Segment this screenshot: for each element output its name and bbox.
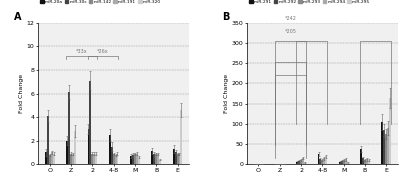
Bar (155, 154, 157, 164)
Bar (318, 154, 320, 164)
Bar (51, 152, 52, 164)
Legend: miR-291, miR-292, miR-293, miR-294, miR-295: miR-291, miR-292, miR-293, miR-294, miR-… (249, 0, 370, 4)
Bar (116, 154, 118, 164)
Bar (382, 122, 384, 164)
Bar (302, 158, 304, 164)
Bar (325, 156, 327, 164)
Bar (322, 160, 323, 164)
Bar (152, 151, 153, 164)
Bar (95, 154, 97, 164)
Bar (296, 162, 298, 164)
Bar (132, 155, 134, 164)
Legend: miR-20a, miR-30c, miR-142, miR-191, miR-320: miR-20a, miR-30c, miR-142, miR-191, miR-… (40, 0, 161, 4)
Bar (130, 156, 132, 164)
Bar (134, 154, 136, 164)
Bar (90, 81, 91, 164)
Bar (159, 159, 161, 164)
Text: B: B (222, 12, 230, 22)
Bar (178, 154, 180, 164)
Bar (320, 159, 322, 164)
Bar (389, 98, 391, 164)
Text: A: A (14, 12, 21, 22)
Bar (72, 154, 74, 164)
Text: *26x: *26x (97, 49, 109, 54)
Bar (138, 157, 140, 164)
Bar (323, 158, 325, 164)
Bar (93, 154, 95, 164)
Bar (175, 152, 176, 164)
Bar (153, 154, 155, 164)
Bar (49, 155, 51, 164)
Bar (368, 160, 370, 164)
Bar (300, 160, 302, 164)
Text: *205: *205 (284, 29, 296, 34)
Text: *33x: *33x (76, 49, 88, 54)
Text: *242: *242 (284, 16, 296, 21)
Bar (304, 162, 306, 164)
Bar (74, 131, 76, 164)
Bar (136, 154, 138, 164)
Bar (360, 149, 362, 164)
Y-axis label: Fold Change: Fold Change (224, 74, 229, 113)
Bar (111, 147, 113, 164)
Bar (298, 161, 300, 164)
Bar (385, 134, 387, 164)
Bar (47, 116, 49, 164)
Bar (45, 152, 47, 164)
Bar (346, 162, 348, 164)
Bar (341, 161, 343, 164)
Y-axis label: Fold Change: Fold Change (19, 74, 24, 113)
Bar (173, 149, 175, 164)
Bar (88, 129, 90, 164)
Bar (339, 162, 341, 164)
Bar (113, 154, 114, 164)
Bar (387, 128, 389, 164)
Bar (91, 154, 93, 164)
Bar (366, 159, 368, 164)
Bar (157, 154, 159, 164)
Bar (52, 154, 54, 164)
Bar (343, 160, 345, 164)
Bar (345, 159, 346, 164)
Bar (362, 158, 364, 164)
Bar (364, 160, 366, 164)
Bar (68, 92, 70, 164)
Bar (114, 155, 116, 164)
Bar (384, 130, 385, 164)
Bar (176, 154, 178, 164)
Bar (180, 110, 182, 164)
Bar (70, 154, 72, 164)
Bar (109, 135, 111, 164)
Bar (66, 141, 68, 164)
